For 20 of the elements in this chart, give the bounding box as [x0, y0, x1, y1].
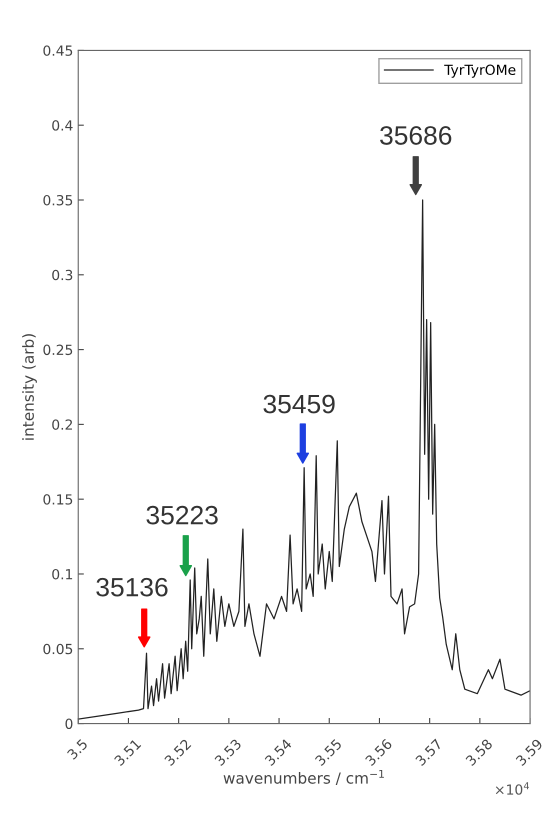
- y-tick-label: 0.3: [52, 270, 72, 280]
- annotation: 35459: [264, 394, 335, 414]
- x-tick-label: 3.5: [66, 738, 88, 760]
- legend-label: TyrTyrOMe: [444, 64, 516, 78]
- y-tick-label: 0.05: [43, 644, 72, 654]
- line-series: [78, 199, 530, 720]
- annotation: 35686: [380, 126, 452, 145]
- y-tick-label: 0.45: [43, 45, 72, 56]
- annotation: 35136: [96, 578, 168, 597]
- y-tick-label: 0.25: [43, 344, 72, 356]
- y-tick-label: 0.2: [52, 419, 72, 430]
- y-axis-title: intensity (arb): [22, 334, 37, 440]
- y-tick-label: 0.4: [52, 120, 73, 131]
- y-tick-label: 0.35: [43, 194, 72, 206]
- y-tick-label: 0.15: [43, 494, 72, 505]
- y-tick-label: 0: [65, 718, 72, 730]
- x-axis-title: wavenumbers / cm$^{−1}$: [224, 770, 384, 786]
- text: ×10$^{4}$: [496, 782, 530, 795]
- annotation: 35223: [146, 506, 218, 524]
- y-tick-label: 0.1: [52, 568, 72, 580]
